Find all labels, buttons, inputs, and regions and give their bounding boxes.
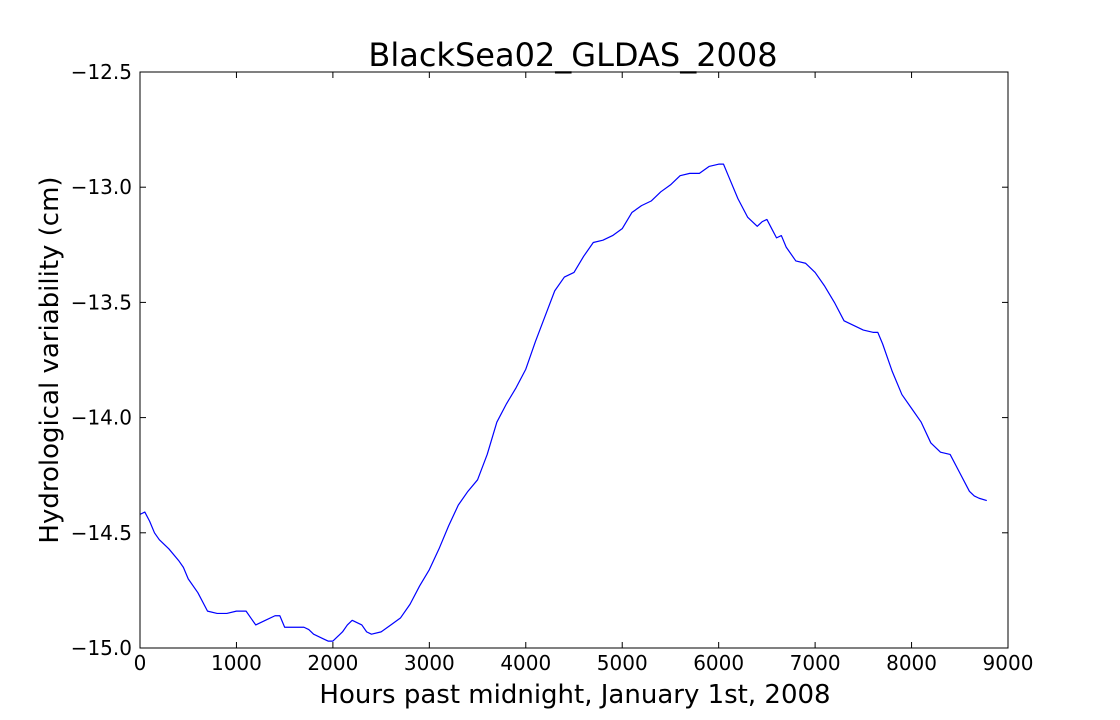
x-axis-label: Hours past midnight, January 1st, 2008 xyxy=(319,680,830,710)
chart-title: BlackSea02_GLDAS_2008 xyxy=(368,36,777,74)
x-tick-label: 1000 xyxy=(211,651,262,675)
y-tick-label: −15.0 xyxy=(71,636,132,660)
x-tick-label: 2000 xyxy=(307,651,358,675)
y-axis-label: Hydrological variability (cm) xyxy=(35,176,65,543)
x-tick-label: 3000 xyxy=(404,651,455,675)
x-tick-label: 4000 xyxy=(500,651,551,675)
plot-frame xyxy=(139,71,1009,649)
y-tick-label: −14.5 xyxy=(71,521,132,545)
y-tick-label: −12.5 xyxy=(71,60,132,84)
y-tick-label: −13.5 xyxy=(71,290,132,314)
y-tick-label: −13.0 xyxy=(71,175,132,199)
x-tick-label: 6000 xyxy=(693,651,744,675)
x-tick-label: 5000 xyxy=(597,651,648,675)
plot-area: 0 1000 2000 3000 4000 5000 6000 7000 8000 9000 −12… xyxy=(71,60,1034,675)
x-tick-label: 9000 xyxy=(983,651,1034,675)
x-tick-label: 0 xyxy=(134,651,147,675)
y-tick-label: −14.0 xyxy=(71,406,132,430)
series-line-0 xyxy=(139,163,987,642)
x-tick-label: 8000 xyxy=(886,651,937,675)
x-tick-label: 7000 xyxy=(790,651,841,675)
